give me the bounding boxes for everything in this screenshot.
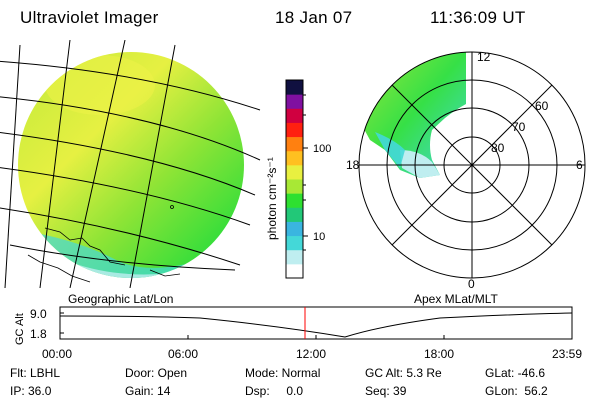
color-bar-segment	[286, 179, 303, 194]
app-title: Ultraviolet Imager	[20, 8, 159, 27]
gc-alt-status: GC Alt: 5.3 Re	[365, 366, 442, 380]
mlat-label: 80	[491, 141, 505, 155]
geographic-image	[0, 40, 261, 288]
mlt-label-bottom: 0	[468, 277, 475, 291]
gain-status: Gain: 14	[125, 384, 171, 398]
color-bar	[285, 79, 304, 279]
altitude-ytick: 1.8	[30, 327, 47, 341]
color-bar-segment	[286, 249, 303, 265]
right-panel-caption: Apex MLat/MLT	[414, 292, 498, 306]
color-bar-segment	[286, 193, 303, 208]
time-tick: 00:00	[42, 347, 73, 361]
time-tick: 12:00	[296, 347, 327, 361]
color-bar-segment	[286, 122, 303, 138]
color-bar-tick-label: 100	[313, 143, 331, 155]
color-bar-segment	[286, 263, 303, 279]
color-bar-segment	[286, 108, 303, 123]
altitude-plot	[59, 306, 573, 340]
color-bar-segment	[286, 136, 303, 152]
polar-plot	[358, 51, 586, 279]
ip-status: IP: 36.0	[10, 384, 52, 398]
glon-status: GLon: 56.2	[485, 384, 548, 398]
dsp-status: Dsp: 0.0	[245, 384, 304, 398]
color-bar-tick-label: 10	[313, 231, 325, 243]
color-bar-ticks	[303, 94, 308, 251]
color-bar-segment	[286, 221, 303, 237]
time-tick: 23:59	[552, 347, 583, 361]
mode-status: Mode: Normal	[245, 366, 321, 380]
mlt-label-right: 6	[576, 158, 583, 172]
time-label: 11:36:09 UT	[430, 8, 526, 27]
color-bar-outline	[285, 79, 304, 279]
time-tick: 18:00	[424, 347, 455, 361]
altitude-ylabel: GC Alt	[14, 313, 26, 345]
color-bar-segment	[286, 80, 303, 95]
color-bar-segment	[286, 207, 303, 222]
color-bar-segment	[286, 150, 303, 166]
color-bar-segment	[286, 94, 303, 109]
seq-status: Seq: 39	[365, 384, 407, 398]
mlat-label: 70	[512, 120, 526, 134]
glat-status: GLat: -46.6	[485, 366, 546, 380]
mlt-label-top: 12	[477, 50, 491, 64]
time-tick: 06:00	[168, 347, 199, 361]
altitude-ytick: 9.0	[30, 307, 47, 321]
door-status: Door: Open	[125, 366, 188, 380]
color-bar-unit-label: photon cm⁻²s⁻¹	[265, 157, 279, 240]
color-bar-segment	[286, 235, 303, 251]
date-label: 18 Jan 07	[275, 8, 353, 27]
left-panel-caption: Geographic Lat/Lon	[68, 292, 173, 306]
mlat-label: 60	[535, 99, 549, 113]
mlt-label-left: 18	[346, 158, 360, 172]
color-bar-segment	[286, 164, 303, 180]
filter-status: Flt: LBHL	[10, 366, 61, 380]
